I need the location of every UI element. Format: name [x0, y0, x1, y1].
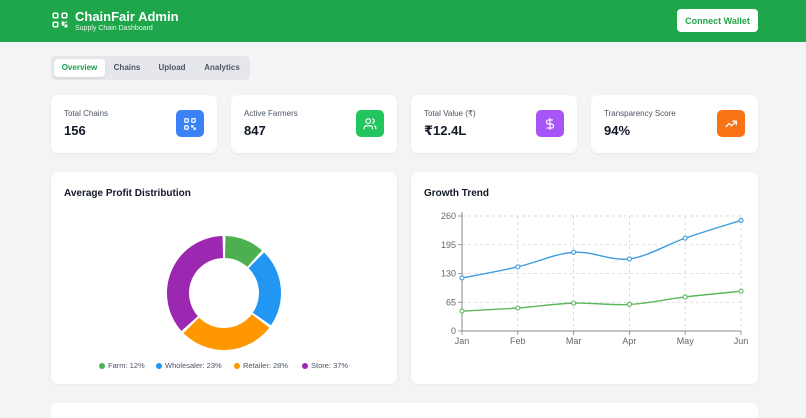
stat-card-active-farmers: Active Farmers 847	[231, 95, 397, 153]
x-tick-label: May	[677, 336, 695, 346]
data-point	[459, 308, 465, 314]
stat-value: 156	[64, 123, 86, 138]
legend-label: Farm: 12%	[108, 361, 145, 370]
legend-label: Wholesaler: 23%	[165, 361, 222, 370]
donut-slice-retailer	[183, 314, 270, 350]
growth-trend-panel: Growth Trend 0 65 130 195 260 Jan Feb Mar Apr May…	[411, 172, 758, 384]
stat-value: ₹12.4L	[424, 123, 467, 138]
y-tick-label: 130	[441, 269, 456, 279]
qr-code-icon	[176, 110, 204, 137]
tab-upload[interactable]: Upload	[158, 63, 186, 72]
data-point	[682, 294, 688, 300]
stat-card-total-value: Total Value (₹) ₹12.4L	[411, 95, 577, 153]
tab-bar: Overview Chains Upload Analytics	[51, 56, 250, 80]
legend-swatch	[156, 363, 162, 369]
stat-label: Transparency Score	[604, 109, 676, 118]
y-tick-label: 65	[446, 297, 456, 307]
x-tick-label: Mar	[566, 336, 582, 346]
x-tick-label: Feb	[510, 336, 526, 346]
donut-slice-wholesaler	[248, 252, 281, 326]
app-title: ChainFair Admin	[75, 9, 179, 24]
legend-swatch	[234, 363, 240, 369]
data-point	[515, 264, 521, 270]
qr-code-icon	[52, 12, 68, 28]
stat-value: 847	[244, 123, 266, 138]
profit-distribution-panel: Average Profit Distribution Farm: 12% Wh…	[51, 172, 397, 384]
y-tick-label: 0	[451, 326, 456, 336]
legend-swatch	[99, 363, 105, 369]
data-point	[738, 288, 744, 294]
donut-slice-farm	[224, 236, 262, 267]
data-point	[459, 275, 465, 281]
legend-label: Store: 37%	[311, 361, 349, 370]
stat-label: Active Farmers	[244, 109, 298, 118]
line-chart: 0 65 130 195 260 Jan Feb Mar Apr May Jun	[441, 211, 749, 346]
data-point	[738, 217, 744, 223]
trending-up-icon	[717, 110, 745, 137]
data-point	[571, 300, 577, 306]
x-tick-label: Jan	[455, 336, 470, 346]
stat-label: Total Chains	[64, 109, 109, 118]
panel-title: Growth Trend	[424, 188, 489, 199]
stat-label: Total Value (₹)	[424, 109, 476, 118]
x-tick-label: Apr	[622, 336, 636, 346]
users-icon	[356, 110, 384, 137]
panel-title: Average Profit Distribution	[64, 188, 191, 199]
y-tick-label: 195	[441, 240, 456, 250]
connect-wallet-button[interactable]: Connect Wallet	[677, 9, 758, 32]
data-point	[626, 301, 632, 308]
data-point	[626, 256, 632, 262]
app-subtitle: Supply Chain Dashboard	[75, 25, 153, 32]
dollar-icon	[536, 110, 564, 137]
tab-overview[interactable]: Overview	[54, 59, 105, 77]
y-tick-label: 260	[441, 211, 456, 221]
series-line-1	[461, 290, 742, 312]
stat-value: 94%	[604, 123, 631, 138]
data-point	[571, 249, 577, 255]
x-tick-label: Jun	[734, 336, 749, 346]
series-line-0	[461, 219, 742, 279]
top-bar: ChainFair Admin Supply Chain Dashboard C…	[0, 0, 806, 42]
data-point	[515, 305, 521, 311]
data-point	[682, 235, 688, 241]
legend-swatch	[302, 363, 308, 369]
bottom-panel	[51, 403, 758, 418]
tab-analytics[interactable]: Analytics	[204, 63, 240, 72]
donut-chart	[166, 236, 281, 350]
donut-slice-store	[166, 236, 224, 331]
stat-card-total-chains: Total Chains 156	[51, 95, 217, 153]
legend-label: Retailer: 28%	[243, 361, 289, 370]
stat-card-transparency-score: Transparency Score 94%	[591, 95, 758, 153]
tab-chains[interactable]: Chains	[113, 63, 141, 72]
